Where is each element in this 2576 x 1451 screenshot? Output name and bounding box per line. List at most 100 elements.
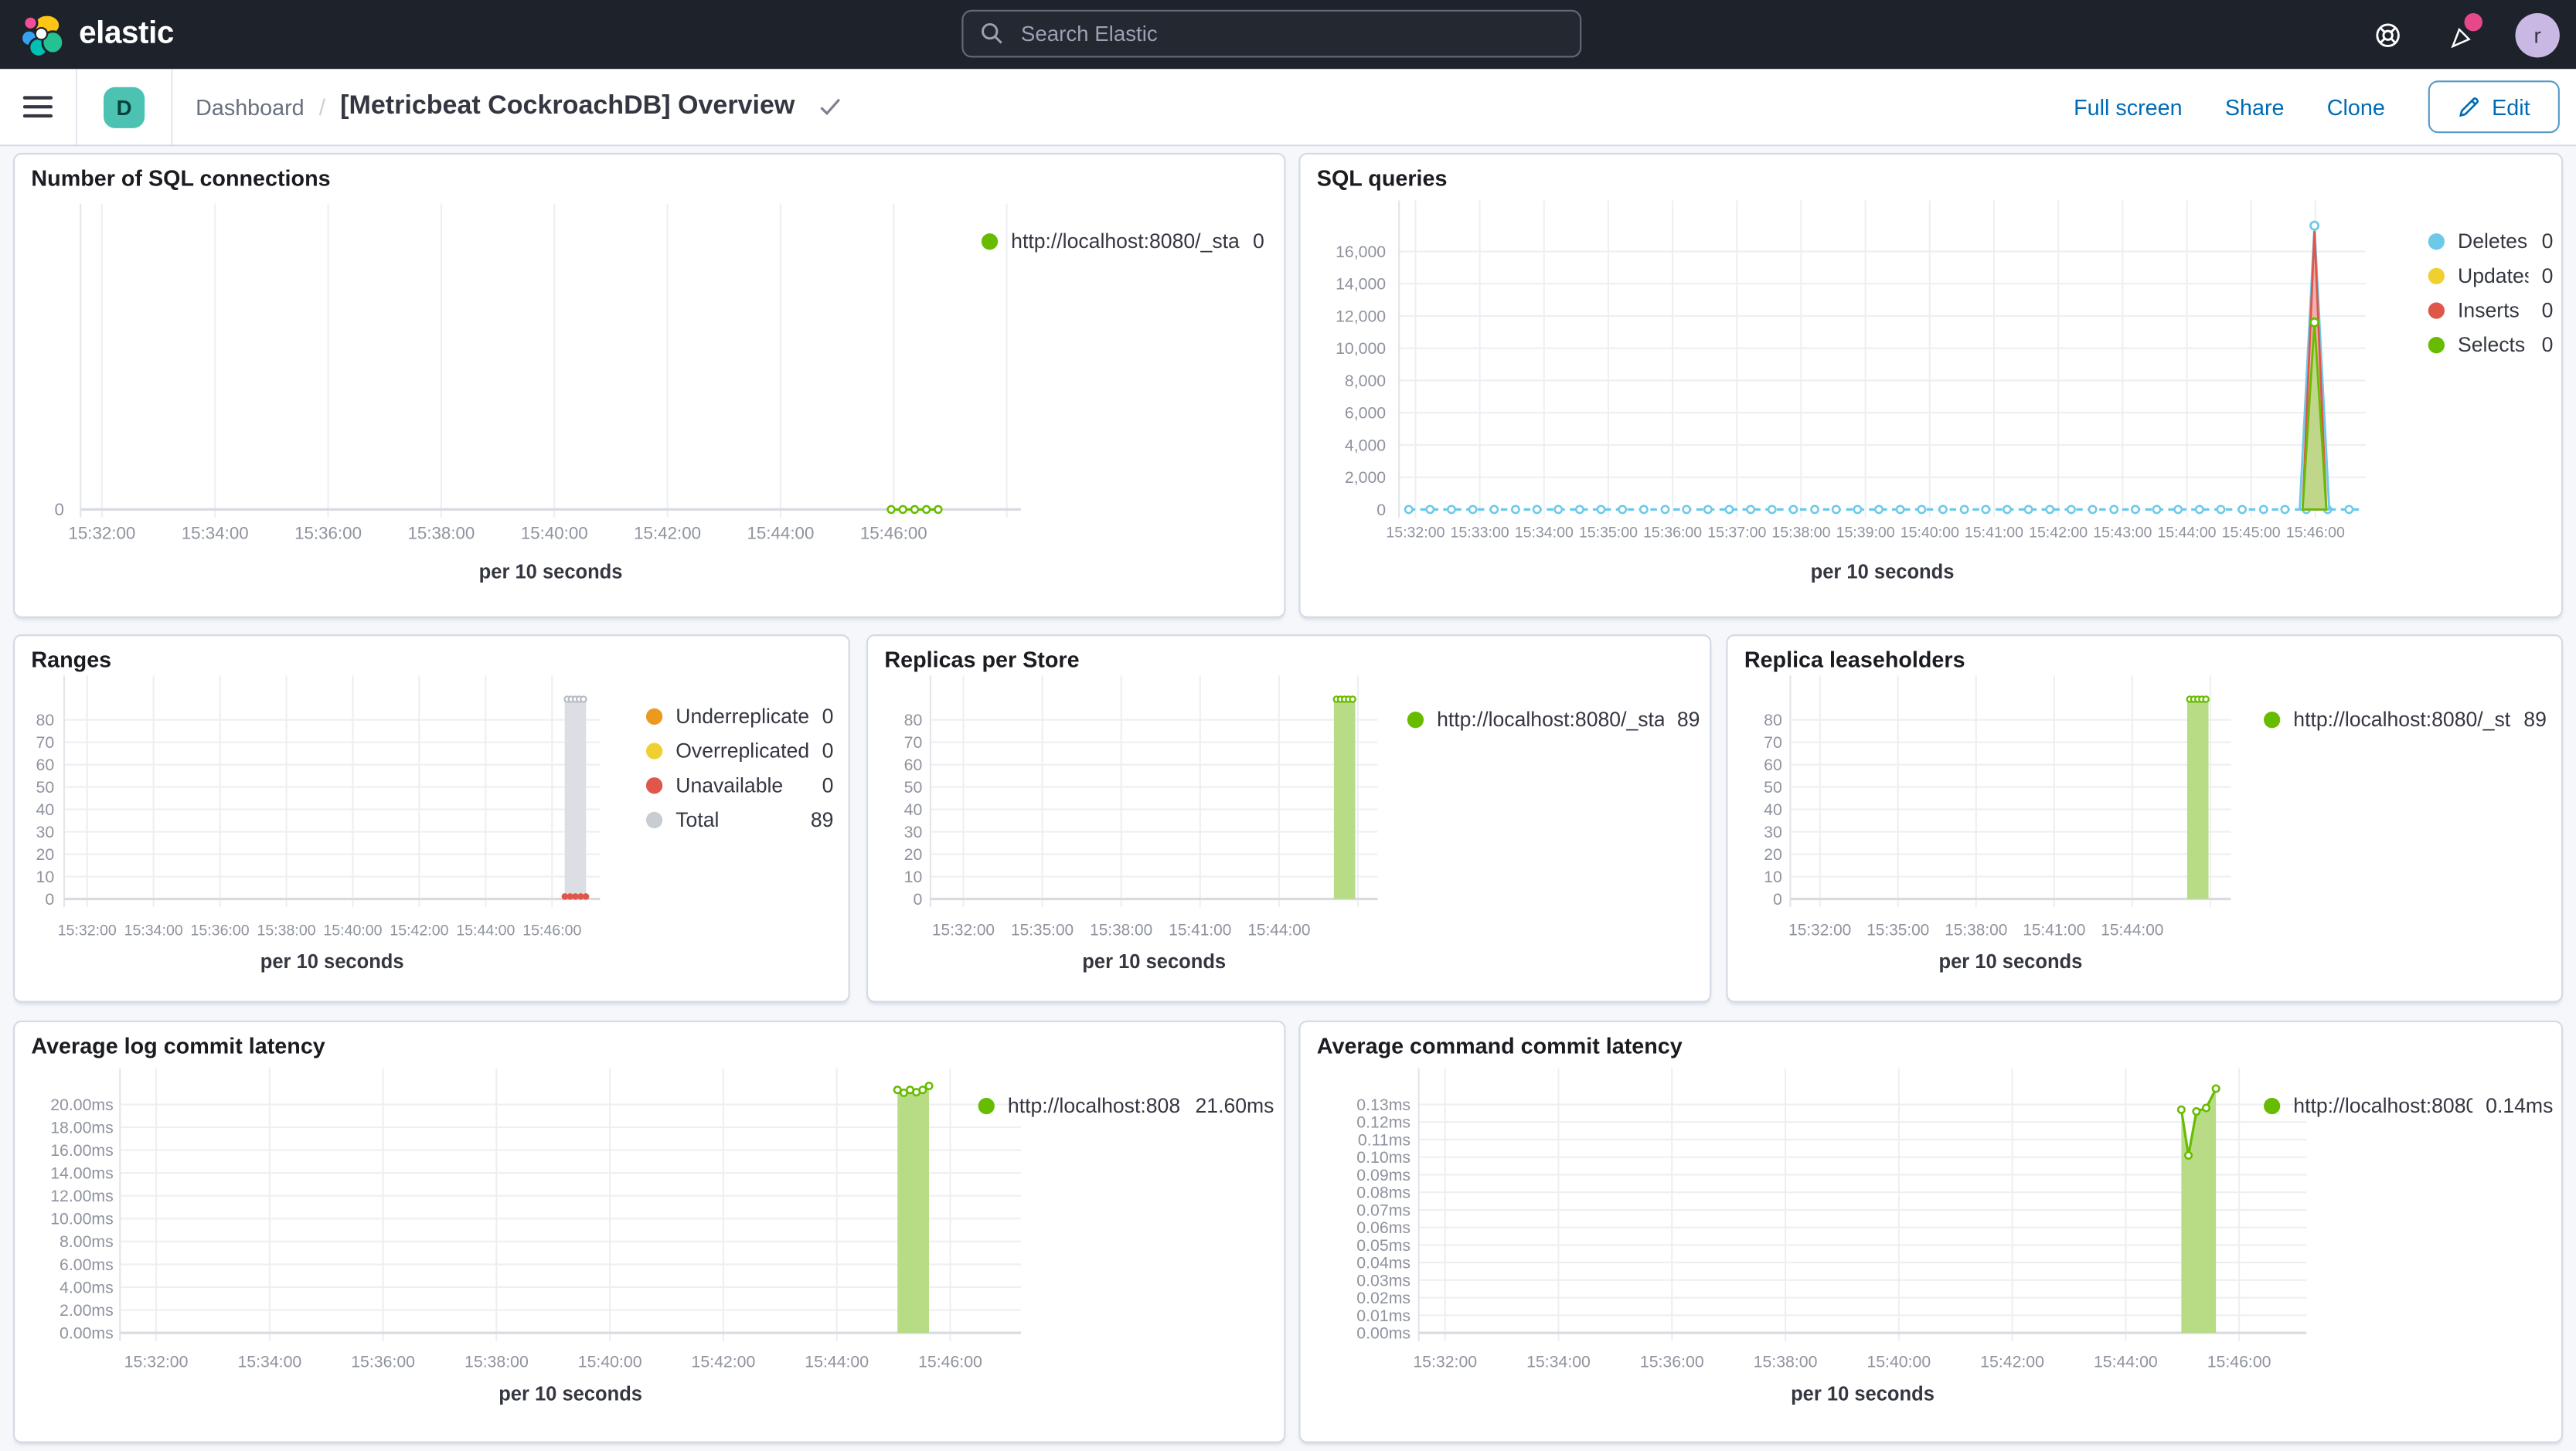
chart-canvas[interactable]: 0.00ms 2.00ms 4.00ms 6.00ms 8.00ms 10.00ms 12.… bbox=[15, 1022, 1287, 1445]
x-axis-tick: 15:44:00 bbox=[805, 1353, 869, 1371]
x-axis-tick: 15:38:00 bbox=[464, 1353, 529, 1371]
avg-command-commit-latency-chart[interactable]: 0.00ms 0.01ms 0.02ms 0.03ms 0.04ms 0.05ms 0.06… bbox=[1301, 1022, 2561, 1441]
chart-canvas[interactable]: 0.00ms0.01ms0.02ms0.03ms0.04ms0.05ms0.06… bbox=[1301, 1022, 2565, 1445]
breadcrumb-separator: / bbox=[318, 93, 326, 121]
y-axis-tick: 0.05ms bbox=[1356, 1236, 1411, 1255]
chart-canvas[interactable]: 0 2,000 4,000 6,000 8,000 10,000 12,000 14,000 1… bbox=[1301, 155, 2565, 620]
legend-item[interactable]: Inserts 0 bbox=[2428, 293, 2554, 328]
ranges-chart[interactable]: 0 10 20 30 40 50 60 70 80 15:32:00 15:34:00 15:36:0… bbox=[15, 636, 848, 1001]
x-axis-tick: 15:35:00 bbox=[1011, 921, 1074, 939]
user-avatar[interactable]: r bbox=[2515, 12, 2560, 57]
x-axis-tick: 15:38:00 bbox=[1754, 1353, 1818, 1371]
panel-title[interactable]: Ranges bbox=[31, 647, 112, 672]
chart-canvas[interactable]: 015:32:00 15:34:00 15:36:00 15:38:00 15:40:0… bbox=[15, 155, 1287, 620]
dashboard-app-badge[interactable]: D bbox=[104, 86, 145, 127]
avg-log-commit-latency-chart[interactable]: 0.00ms 2.00ms 4.00ms 6.00ms 8.00ms 10.00ms 12.… bbox=[15, 1022, 1284, 1441]
edit-button[interactable]: Edit bbox=[2428, 80, 2560, 134]
y-axis-tick: 14.00ms bbox=[50, 1164, 114, 1183]
y-axis-tick: 18.00ms bbox=[50, 1118, 114, 1137]
panel-title[interactable]: Replica leaseholders bbox=[1744, 647, 1965, 672]
replica-leaseholders-chart[interactable]: 0 10 20 30 40 50 60 70 80 15:32:00 15:35:00 15:38:0… bbox=[1728, 636, 2561, 1001]
panel-title[interactable]: Average command commit latency bbox=[1316, 1033, 1683, 1059]
y-axis-tick: 0.00ms bbox=[1356, 1324, 1411, 1343]
x-axis-tick: 15:32:00 bbox=[1788, 921, 1851, 939]
legend-series-dot bbox=[645, 776, 663, 793]
x-axis-tick: 15:40:00 bbox=[1901, 525, 1959, 542]
sql-connections-chart[interactable]: 0 15:32:00 15:34:00 15:36:00 15:38:00 15:40:0… bbox=[15, 155, 1284, 617]
elastic-logo-icon bbox=[20, 12, 66, 58]
x-axis-tick: 15:44:00 bbox=[1247, 921, 1310, 939]
title-check-icon[interactable] bbox=[819, 97, 842, 117]
fullscreen-button[interactable]: Full screen bbox=[2074, 94, 2183, 120]
y-axis-tick: 40 bbox=[904, 800, 923, 819]
help-icon[interactable] bbox=[2367, 15, 2407, 54]
legend-item[interactable]: Underreplicated 0 bbox=[645, 698, 833, 733]
panel-replicas-per-store: Replicas per Store 0 10 20 30 40 50 60 70 80 15:3… bbox=[866, 634, 1712, 1003]
y-axis-tick: 0 bbox=[55, 500, 64, 519]
legend-item[interactable]: Overreplicated 0 bbox=[645, 733, 833, 768]
news-icon[interactable] bbox=[2442, 9, 2486, 54]
panel-title[interactable]: Number of SQL connections bbox=[31, 165, 331, 191]
y-axis-tick: 10.00ms bbox=[50, 1210, 114, 1228]
x-axis-tick: 15:46:00 bbox=[918, 1353, 982, 1371]
chart-legend: Underreplicated 0 Overreplicated 0 Unavailab… bbox=[645, 698, 833, 837]
y-axis-tick: 70 bbox=[36, 733, 55, 752]
y-axis-tick: 80 bbox=[36, 711, 55, 729]
legend-series-dot bbox=[645, 742, 663, 759]
global-search-input[interactable] bbox=[1017, 19, 1564, 48]
y-axis-tick: 2.00ms bbox=[60, 1301, 114, 1320]
replicas-per-store-chart[interactable]: 0 10 20 30 40 50 60 70 80 15:32:00 15:35:00 15:38:0… bbox=[868, 636, 1710, 1001]
legend-item[interactable]: Selects 0 bbox=[2428, 327, 2554, 362]
panel-title[interactable]: Replicas per Store bbox=[884, 647, 1080, 672]
share-button[interactable]: Share bbox=[2224, 94, 2285, 120]
legend-item[interactable]: http://localhost:808... 21.60ms bbox=[978, 1088, 1274, 1123]
legend-item[interactable]: http://localhost:8080... 0.14ms bbox=[2264, 1088, 2553, 1123]
chart-canvas[interactable]: 0 10 20 30 40 50 60 70 80 15:32:00 15:35:00 15:38:0… bbox=[1728, 636, 2565, 1004]
y-axis-tick: 0.01ms bbox=[1356, 1307, 1411, 1325]
panel-title[interactable]: SQL queries bbox=[1316, 165, 1448, 191]
search-icon bbox=[980, 22, 1005, 46]
sql-queries-chart[interactable]: 0 2,000 4,000 6,000 8,000 10,000 12,000 14,000 1… bbox=[1301, 155, 2561, 617]
y-axis-tick: 10 bbox=[36, 868, 55, 886]
x-axis-tick: 15:34:00 bbox=[237, 1353, 301, 1371]
legend-item[interactable]: Deletes 0 bbox=[2428, 223, 2553, 258]
x-axis-label: per 10 seconds bbox=[1939, 951, 2083, 973]
chart-canvas[interactable]: 0 10 20 30 40 50 60 70 80 15:32:00 15:35:00 15:38:0… bbox=[868, 636, 1713, 1004]
y-axis-tick: 0 bbox=[913, 890, 922, 909]
elastic-logo[interactable]: elastic bbox=[0, 12, 174, 58]
y-axis-tick: 20 bbox=[904, 845, 923, 864]
y-axis-tick: 0 bbox=[1376, 501, 1386, 519]
panel-title[interactable]: Average log commit latency bbox=[31, 1033, 325, 1059]
x-axis-label: per 10 seconds bbox=[1811, 562, 1955, 583]
panel-avg-log-commit-latency: Average log commit latency 0.00ms 2.00ms 4… bbox=[13, 1020, 1286, 1443]
menu-button[interactable] bbox=[0, 69, 76, 144]
global-search[interactable] bbox=[961, 9, 1582, 58]
x-axis-tick: 15:44:00 bbox=[747, 524, 814, 543]
legend-item[interactable]: Total 89 bbox=[645, 802, 833, 837]
legend-item[interactable]: http://localhost:8080/_sta... 89 bbox=[2264, 702, 2547, 736]
legend-series-value: 0 bbox=[2541, 332, 2554, 356]
y-axis-tick: 20 bbox=[1764, 845, 1782, 864]
legend-series-dot bbox=[645, 707, 663, 724]
y-axis-tick: 60 bbox=[1764, 756, 1782, 774]
hamburger-icon bbox=[22, 96, 53, 118]
legend-item[interactable]: Unavailable 0 bbox=[645, 767, 833, 802]
legend-series-value: 21.60ms bbox=[1195, 1093, 1274, 1117]
y-axis-tick: 0.08ms bbox=[1356, 1184, 1411, 1202]
legend-item[interactable]: Updates 0 bbox=[2428, 258, 2553, 293]
chart-canvas[interactable]: 0 10 20 30 40 50 60 70 80 15:32:00 15:34:00 15:36:0… bbox=[15, 636, 852, 1004]
x-axis-label: per 10 seconds bbox=[1791, 1383, 1935, 1405]
clone-button[interactable]: Clone bbox=[2326, 94, 2385, 120]
x-axis-label: per 10 seconds bbox=[1082, 951, 1226, 973]
legend-series-label: Overreplicated bbox=[675, 739, 809, 762]
legend-item[interactable]: http://localhost:8080/_stat... 0 bbox=[981, 223, 1264, 258]
x-axis-tick: 15:44:00 bbox=[2094, 1353, 2158, 1371]
legend-series-value: 0 bbox=[2541, 298, 2554, 321]
x-axis-tick: 15:46:00 bbox=[522, 922, 581, 939]
divider bbox=[171, 69, 173, 145]
breadcrumb-dashboard-link[interactable]: Dashboard bbox=[196, 94, 305, 120]
x-axis-tick: 15:33:00 bbox=[1451, 525, 1509, 542]
legend-item[interactable]: http://localhost:8080/_sta... 89 bbox=[1407, 702, 1700, 736]
x-axis-tick: 15:36:00 bbox=[294, 524, 362, 543]
legend-series-label: http://localhost:8080... bbox=[2293, 1093, 2472, 1117]
